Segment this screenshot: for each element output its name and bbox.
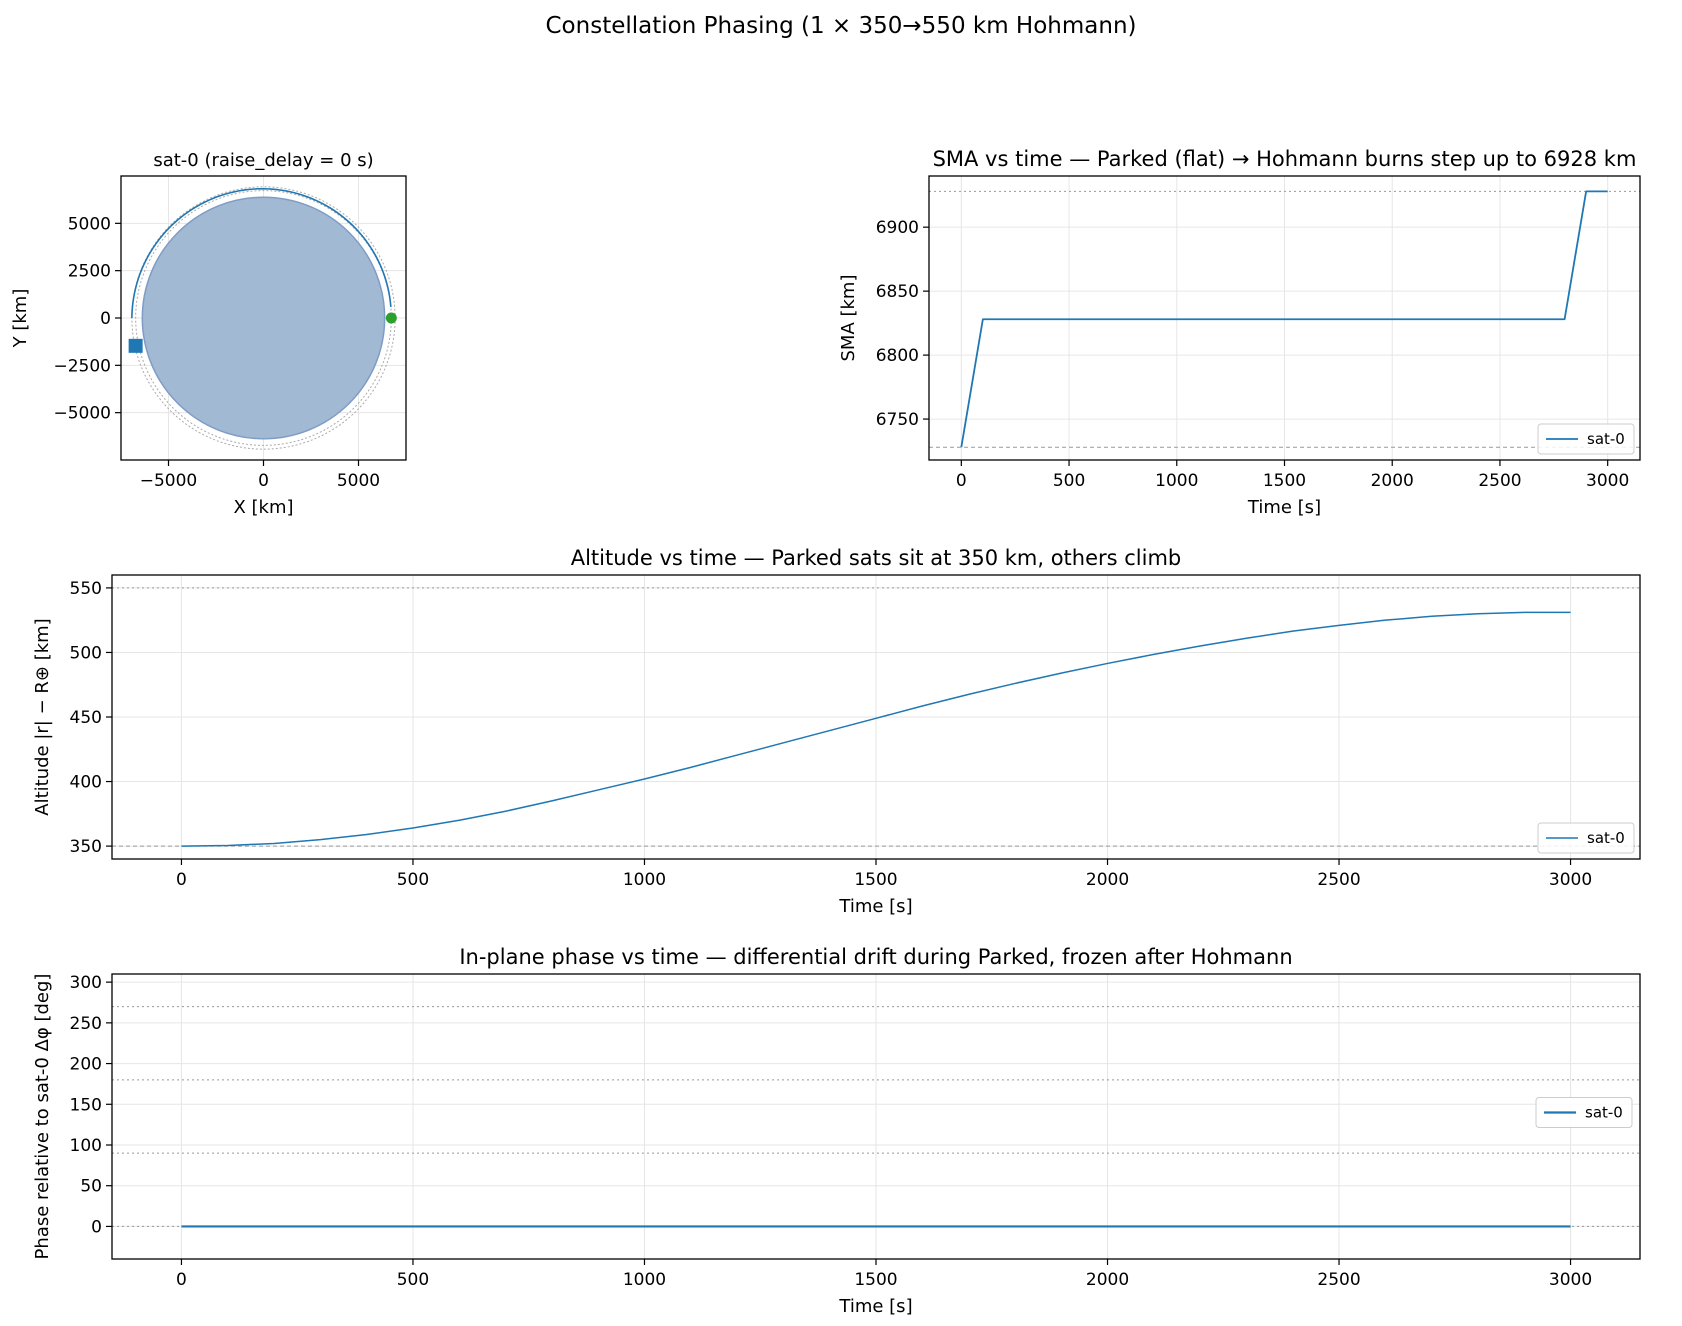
y-tick-label: 150 bbox=[70, 1095, 102, 1115]
x-tick-label: 0 bbox=[258, 471, 269, 491]
plot-frame bbox=[928, 175, 1641, 461]
y-tick-label: 250 bbox=[70, 1014, 102, 1034]
x-tick-label: 500 bbox=[397, 870, 429, 890]
legend-box bbox=[1535, 1097, 1633, 1128]
legend-label: sat-0 bbox=[1585, 1104, 1623, 1122]
x-tick-label: 3000 bbox=[1586, 471, 1629, 491]
y-tick-label: 550 bbox=[70, 579, 102, 599]
plot-title: SMA vs time — Parked (flat) → Hohmann bu… bbox=[933, 147, 1637, 171]
x-tick-label: 1500 bbox=[854, 870, 897, 890]
y-tick-label: 6850 bbox=[876, 282, 919, 302]
phase-plot: In-plane phase vs time — differential dr… bbox=[32, 945, 1641, 1317]
x-tick-label: 5000 bbox=[337, 471, 380, 491]
x-tick-label: 3000 bbox=[1549, 870, 1592, 890]
y-tick-label: 2500 bbox=[68, 262, 111, 282]
y-tick-label: 0 bbox=[100, 309, 111, 329]
y-tick-label: −2500 bbox=[53, 356, 111, 376]
x-tick-label: 500 bbox=[1053, 471, 1085, 491]
series-line-sat-0 bbox=[960, 190, 1608, 448]
x-tick-label: 500 bbox=[397, 1270, 429, 1290]
y-tick-label: 6900 bbox=[876, 218, 919, 238]
x-axis-label: Time [s] bbox=[838, 896, 912, 917]
sma-plot: SMA vs time — Parked (flat) → Hohmann bu… bbox=[838, 147, 1641, 518]
x-tick-label: 0 bbox=[956, 471, 967, 491]
end-marker bbox=[128, 338, 143, 353]
x-axis-label: Time [s] bbox=[838, 1296, 912, 1317]
legend-label: sat-0 bbox=[1587, 829, 1625, 847]
x-tick-label: 1000 bbox=[623, 870, 666, 890]
x-tick-label: 2000 bbox=[1086, 1270, 1129, 1290]
plot-frame bbox=[111, 973, 1641, 1260]
x-tick-label: 2000 bbox=[1086, 870, 1129, 890]
figure-title: Constellation Phasing (1 × 350→550 km Ho… bbox=[546, 13, 1137, 39]
x-tick-label: 1500 bbox=[854, 1270, 897, 1290]
plot-title: sat-0 (raise_delay = 0 s) bbox=[153, 150, 373, 171]
orbit-plot: sat-0 (raise_delay = 0 s) −5000 0 5000 5000 2… bbox=[10, 150, 407, 518]
x-tick-label: 0 bbox=[176, 870, 187, 890]
x-tick-label: 1500 bbox=[1263, 471, 1306, 491]
y-tick-label: 5000 bbox=[68, 214, 111, 234]
y-axis-label: SMA [km] bbox=[838, 275, 859, 362]
y-tick-label: 0 bbox=[91, 1217, 102, 1237]
x-tick-label: 2500 bbox=[1478, 471, 1521, 491]
x-tick-label: −5000 bbox=[140, 471, 198, 491]
altitude-plot: Altitude vs time — Parked sats sit at 35… bbox=[32, 546, 1641, 917]
y-tick-label: 6750 bbox=[876, 410, 919, 430]
x-tick-label: 3000 bbox=[1549, 1270, 1592, 1290]
legend-box bbox=[1537, 423, 1635, 455]
plot-frame bbox=[111, 574, 1641, 860]
y-tick-label: 450 bbox=[70, 708, 102, 728]
legend-box bbox=[1537, 822, 1635, 854]
trajectory-arc bbox=[131, 187, 392, 319]
y-tick-label: −5000 bbox=[53, 404, 111, 424]
series-line-sat-0 bbox=[181, 611, 1571, 847]
x-tick-label: 1000 bbox=[623, 1270, 666, 1290]
legend-label: sat-0 bbox=[1587, 430, 1625, 448]
x-tick-label: 0 bbox=[176, 1270, 187, 1290]
y-tick-label: 6800 bbox=[876, 346, 919, 366]
plot-title: Altitude vs time — Parked sats sit at 35… bbox=[571, 546, 1182, 570]
plot-frame bbox=[120, 175, 407, 461]
y-tick-label: 200 bbox=[70, 1055, 102, 1075]
x-tick-label: 2000 bbox=[1371, 471, 1414, 491]
y-axis-label: Altitude |r| − R⊕ [km] bbox=[32, 618, 53, 815]
x-tick-label: 1000 bbox=[1155, 471, 1198, 491]
y-tick-label: 350 bbox=[70, 837, 102, 857]
y-tick-label: 50 bbox=[80, 1177, 102, 1197]
y-axis-label: Phase relative to sat-0 Δφ [deg] bbox=[32, 974, 53, 1260]
earth-disk bbox=[141, 196, 386, 440]
y-tick-label: 400 bbox=[70, 773, 102, 793]
y-tick-label: 100 bbox=[70, 1136, 102, 1156]
plot-title: In-plane phase vs time — differential dr… bbox=[459, 945, 1292, 969]
x-tick-label: 2500 bbox=[1317, 1270, 1360, 1290]
y-tick-label: 500 bbox=[70, 643, 102, 663]
y-axis-label: Y [km] bbox=[10, 289, 31, 349]
start-marker bbox=[385, 312, 397, 324]
x-axis-label: Time [s] bbox=[1247, 497, 1321, 518]
x-axis-label: X [km] bbox=[233, 497, 293, 518]
y-tick-label: 300 bbox=[70, 973, 102, 993]
x-tick-label: 2500 bbox=[1317, 870, 1360, 890]
